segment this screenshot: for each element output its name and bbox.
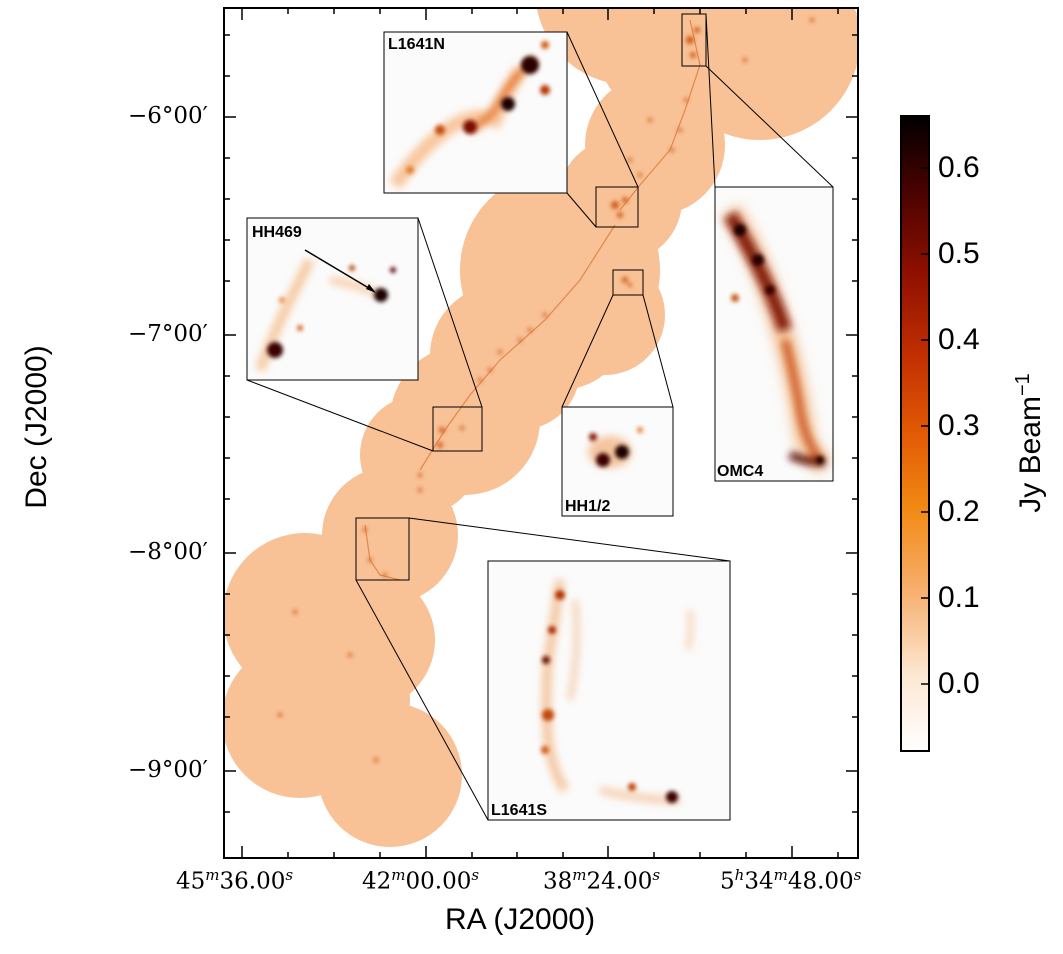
inset-label-hh12: HH1/2 <box>565 498 610 515</box>
zoom-box-hh12 <box>612 269 644 296</box>
map-coverage <box>224 8 858 847</box>
inset-l1641n: L1641N <box>383 31 568 194</box>
x-ticks <box>241 8 839 858</box>
inset-l1641s: L1641S <box>487 560 731 821</box>
inset-label-l1641n: L1641N <box>388 36 445 53</box>
y-tick-label: −8°00′ <box>128 539 208 565</box>
inset-label-omc4: OMC4 <box>717 463 763 480</box>
y-tick-label: −6°00′ <box>128 103 208 129</box>
colorbar-tick-label: 0.6 <box>938 151 980 184</box>
connector-lines <box>246 13 834 821</box>
zoom-box-hh469 <box>432 406 483 452</box>
colorbar-tick-label: 0.2 <box>938 495 980 528</box>
x-tick-label: 45m36.00s <box>176 866 294 895</box>
y-tick-label: −9°00′ <box>128 757 208 783</box>
x-tick-label: 5h34m48.00s <box>720 866 862 895</box>
x-tick-label: 38m24.00s <box>543 866 661 895</box>
zoom-boxes <box>355 13 707 581</box>
colorbar-tick-label: 0.1 <box>938 581 980 614</box>
zoom-box-omc4 <box>681 13 707 67</box>
x-tick-label: 42m00.00s <box>362 866 480 895</box>
axes-frame <box>223 7 859 859</box>
colorbar-tick-label: 0.4 <box>938 323 980 356</box>
inset-label-hh469: HH469 <box>252 224 302 241</box>
x-axis-title: RA (J2000) <box>445 903 596 936</box>
y-axis-title: Dec (J2000) <box>20 345 53 509</box>
y-ticks <box>224 34 858 813</box>
colorbar-tick-label: 0.0 <box>938 667 980 700</box>
inset-hh12: HH1/2 <box>561 406 674 517</box>
inset-omc4: OMC4 <box>714 186 834 482</box>
colorbar-ticks <box>921 167 929 685</box>
colorbar-title: Jy Beam−1 <box>1012 373 1047 513</box>
y-tick-label: −7°00′ <box>128 321 208 347</box>
colorbar <box>900 115 930 752</box>
colorbar-tick-label: 0.3 <box>938 409 980 442</box>
inset-hh469: HH469 <box>246 217 419 381</box>
zoom-box-l1641n <box>595 186 639 228</box>
inset-label-l1641s: L1641S <box>491 802 547 819</box>
zoom-box-l1641s <box>355 517 410 581</box>
colorbar-tick-label: 0.5 <box>938 237 980 270</box>
